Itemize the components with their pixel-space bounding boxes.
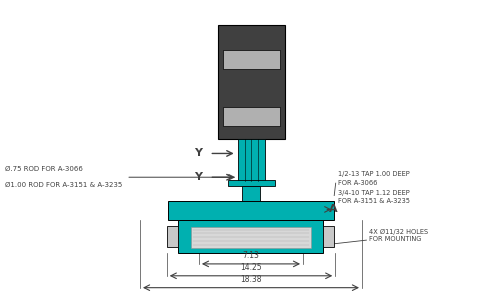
Text: Y: Y [194, 149, 202, 158]
Text: 4X Ø11/32 HOLES
FOR MOUNTING: 4X Ø11/32 HOLES FOR MOUNTING [369, 229, 428, 242]
Text: FOR A-3066: FOR A-3066 [338, 180, 378, 186]
Bar [168, 226, 178, 247]
Text: 1/2-13 TAP 1.00 DEEP: 1/2-13 TAP 1.00 DEEP [338, 171, 410, 177]
Bar [178, 220, 324, 252]
Text: A: A [329, 205, 338, 214]
Text: 7.13: 7.13 [242, 251, 260, 260]
Text: Ø.75 ROD FOR A-3066: Ø.75 ROD FOR A-3066 [5, 166, 82, 172]
Bar [324, 226, 334, 247]
Bar [223, 107, 280, 126]
Bar [242, 186, 260, 200]
Bar [218, 25, 284, 139]
Text: 14.25: 14.25 [240, 263, 262, 272]
Text: 3/4-10 TAP 1.12 DEEP: 3/4-10 TAP 1.12 DEEP [338, 189, 410, 196]
Text: Y: Y [194, 172, 202, 182]
Bar [190, 227, 312, 247]
Bar [223, 50, 280, 69]
Text: 18.38: 18.38 [240, 275, 262, 284]
Bar [238, 139, 265, 181]
Bar [168, 200, 334, 220]
Bar [228, 180, 275, 186]
Text: FOR A-3151 & A-3235: FOR A-3151 & A-3235 [338, 198, 410, 204]
Text: Ø1.00 ROD FOR A-3151 & A-3235: Ø1.00 ROD FOR A-3151 & A-3235 [5, 182, 122, 188]
